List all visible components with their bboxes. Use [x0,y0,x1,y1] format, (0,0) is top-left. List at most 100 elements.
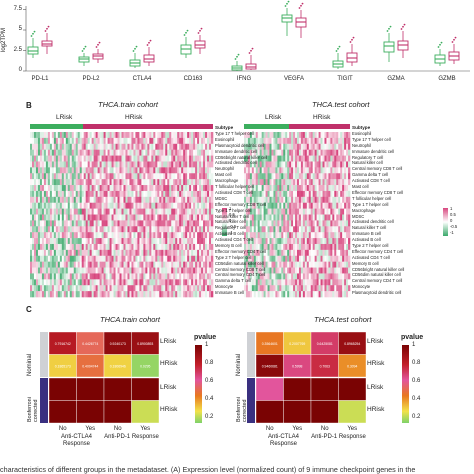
train-row-label: Immature dendritic cell [215,148,258,154]
test-legend-tick: -0.5 [450,224,458,229]
pvalue-text: 0.2007769 [289,342,305,346]
test-nominal-strip [247,332,255,377]
y-tick-label: 0 [18,67,22,73]
test-col-label: Yes [347,426,358,432]
test-heat-legend-bar [443,208,448,236]
test-row-label: Central memory CD8 T cell [352,166,403,172]
test-bonferroni-cell [310,377,339,401]
test-nominal-cell: 0.7063 [310,354,339,378]
test-group-label: Anti-CTLA4 Response [267,434,299,447]
test-row-label: Macrophage [352,207,376,213]
test-nominal-cell: 0.6425081 [310,331,339,355]
train-row-label: HRisk [160,406,178,413]
train-row-label: Type 17 T helper cell [215,131,254,136]
train-bonferroni-cell [76,377,105,401]
test-col-label: No [265,426,274,432]
test-row-label: Regulatory T cell [352,154,384,160]
test-row-label: Memory B cell [352,260,379,266]
pvalue-text: 0.3094 [347,364,357,368]
test-legend-tick: 0 [450,218,453,223]
test-bonferroni-cell [255,400,284,424]
train-row-label: Activated CD4 T cell [215,237,253,243]
panel-b-train-title: THCA.train cohort [98,100,159,109]
test-nominal-cell: 0.2007769 [283,331,312,355]
test-pvalue-tick: 0.4 [412,396,421,402]
train-pvalue-tick: 0.4 [205,396,214,402]
train-row-label: Regulatory T cell [215,225,247,231]
test-row-label: Mast cell [352,184,369,190]
test-row-label: Natural killer cell [352,160,383,166]
test-nominal-cell: 0.3564601 [255,331,284,355]
panel-c-train-title: THCA.train cohort [100,315,161,324]
hrisk-box-GZMB [448,36,460,64]
test-group-bar-lrisk [244,124,289,129]
train-bonferroni-strip [40,378,48,423]
train-row-label: Activated dendritic cell [215,160,257,166]
test-row-label: Activated CD8 T cell [352,178,390,184]
test-row-label: LRisk [367,384,384,391]
panel-b-train-lrisk: LRisk [56,114,73,121]
train-pvalue-tick: 0.8 [205,360,214,366]
hrisk-box-PD-L1 [41,25,53,54]
gene-label: CTLA4 [132,76,152,82]
hrisk-box-CD163 [194,27,206,54]
train-col-label: No [113,426,122,432]
train-legend-title: Subtype [215,125,234,130]
test-nominal-cell: 0.5998 [283,354,312,378]
test-bonferroni-cell [310,400,339,424]
panel-c-test-title: THCA.test cohort [314,315,372,324]
lrisk-box-PD-L1 [27,30,39,58]
test-row-label: Gamma delta T cell [352,172,389,178]
train-nominal-cell: 0.8900893 [131,331,160,355]
panel-c-letter: C [26,305,32,314]
train-row-label: HRisk [160,360,178,367]
panel-b-test-title: THCA.test cohort [312,100,370,109]
train-row-label: Macrophage [215,178,239,184]
test-legend-tick: -1 [450,230,454,235]
train-pvalue-legend-title: pvalue [194,334,217,341]
train-row-label: Central memory CD8 T cell [215,266,266,272]
hrisk-box-IFNG [245,47,257,70]
train-nominal-cell: 0.1865173 [48,354,77,378]
pvalue-text: 0.1865173 [55,364,71,368]
gene-label: VEGFA [283,76,304,82]
panel-b-test-hrisk: HRisk [313,114,331,121]
gene-label: PD-L2 [82,76,100,82]
pvalue-text: 0.9240173 [110,342,126,346]
train-row-label: Effector memory CD8 T cell [215,201,267,207]
lrisk-box-TIGIT [332,45,344,69]
test-row-label: Effector memory CD8 T cell [352,189,404,195]
test-row-label: Type 1 T helper cell [352,201,389,207]
train-pvalue-tick: 1 [205,342,209,348]
panel-b-train-hrisk: HRisk [125,114,143,121]
train-row-label: Activated CD8 T cell [215,189,253,195]
pvalue-text: 0.8965254 [344,342,360,346]
panel-a-boxplot [23,0,470,72]
train-group-label: Anti-CTLA4 Response [60,434,92,447]
pvalue-text: 0.7916742 [55,342,71,346]
train-bonferroni-cell [103,377,132,401]
train-row-label: MDSC [215,195,228,201]
panel-b-letter: B [26,101,32,110]
train-bonferroni-label: Bonferroni corrected [27,397,39,422]
pvalue-text: 0.8900893 [137,342,153,346]
test-pvalue-tick: 0.2 [412,414,421,420]
test-row-label: Central memory CD4 T cell [352,278,403,284]
train-group-bar-hrisk [83,124,213,129]
test-row-label: Eosinophil [352,131,372,136]
test-row-label: Effector memory CD4 T cell [352,248,404,254]
train-row-label: LRisk [160,338,177,345]
train-bonferroni-cell [48,377,77,401]
train-row-label: Memory B cell [215,242,242,248]
train-row-label: Plasmacytoid dendritic cell [215,142,265,148]
test-bonferroni-cell [338,400,367,424]
gene-label: IFNG [236,76,252,82]
hrisk-box-VEGFA [295,2,307,38]
test-row-label: CD56bright natural killer cell [352,266,405,272]
hrisk-box-TIGIT [346,36,358,66]
train-row-label: Effector memory CD4 T cell [215,248,267,254]
train-nominal-label: Nominal [27,353,33,376]
gene-label: GZMA [387,76,405,82]
test-nominal-cell: 0.9460681 [255,354,284,378]
train-col-label: No [58,426,67,432]
